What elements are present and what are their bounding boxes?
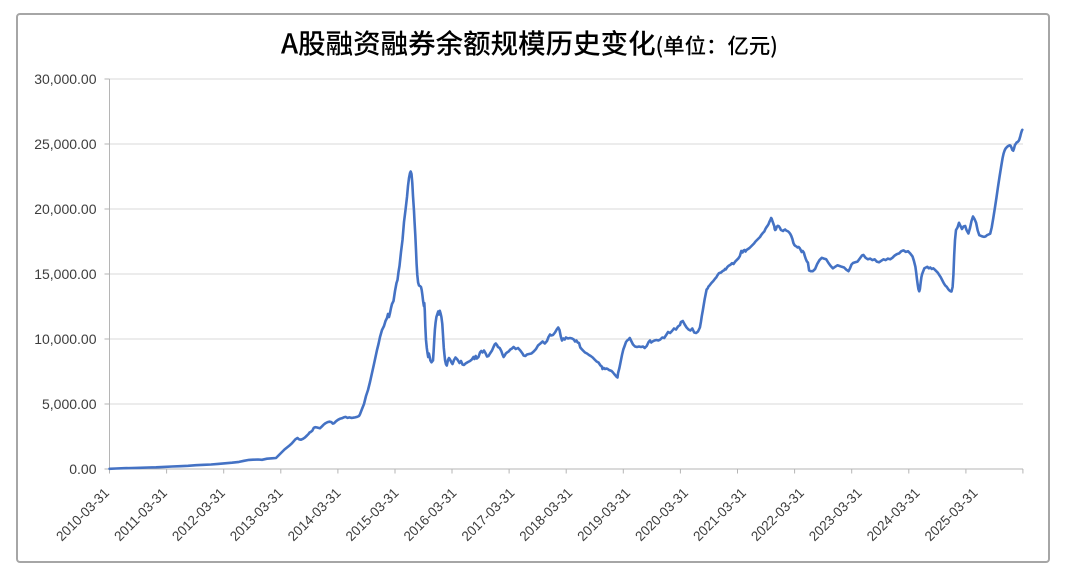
svg-text:5,000.00: 5,000.00 [42,396,97,412]
svg-text:30,000.00: 30,000.00 [34,71,96,87]
svg-text:0.00: 0.00 [69,461,96,477]
svg-text:10,000.00: 10,000.00 [34,331,96,347]
svg-text:25,000.00: 25,000.00 [34,136,96,152]
svg-text:15,000.00: 15,000.00 [34,266,96,282]
svg-text:20,000.00: 20,000.00 [34,201,96,217]
